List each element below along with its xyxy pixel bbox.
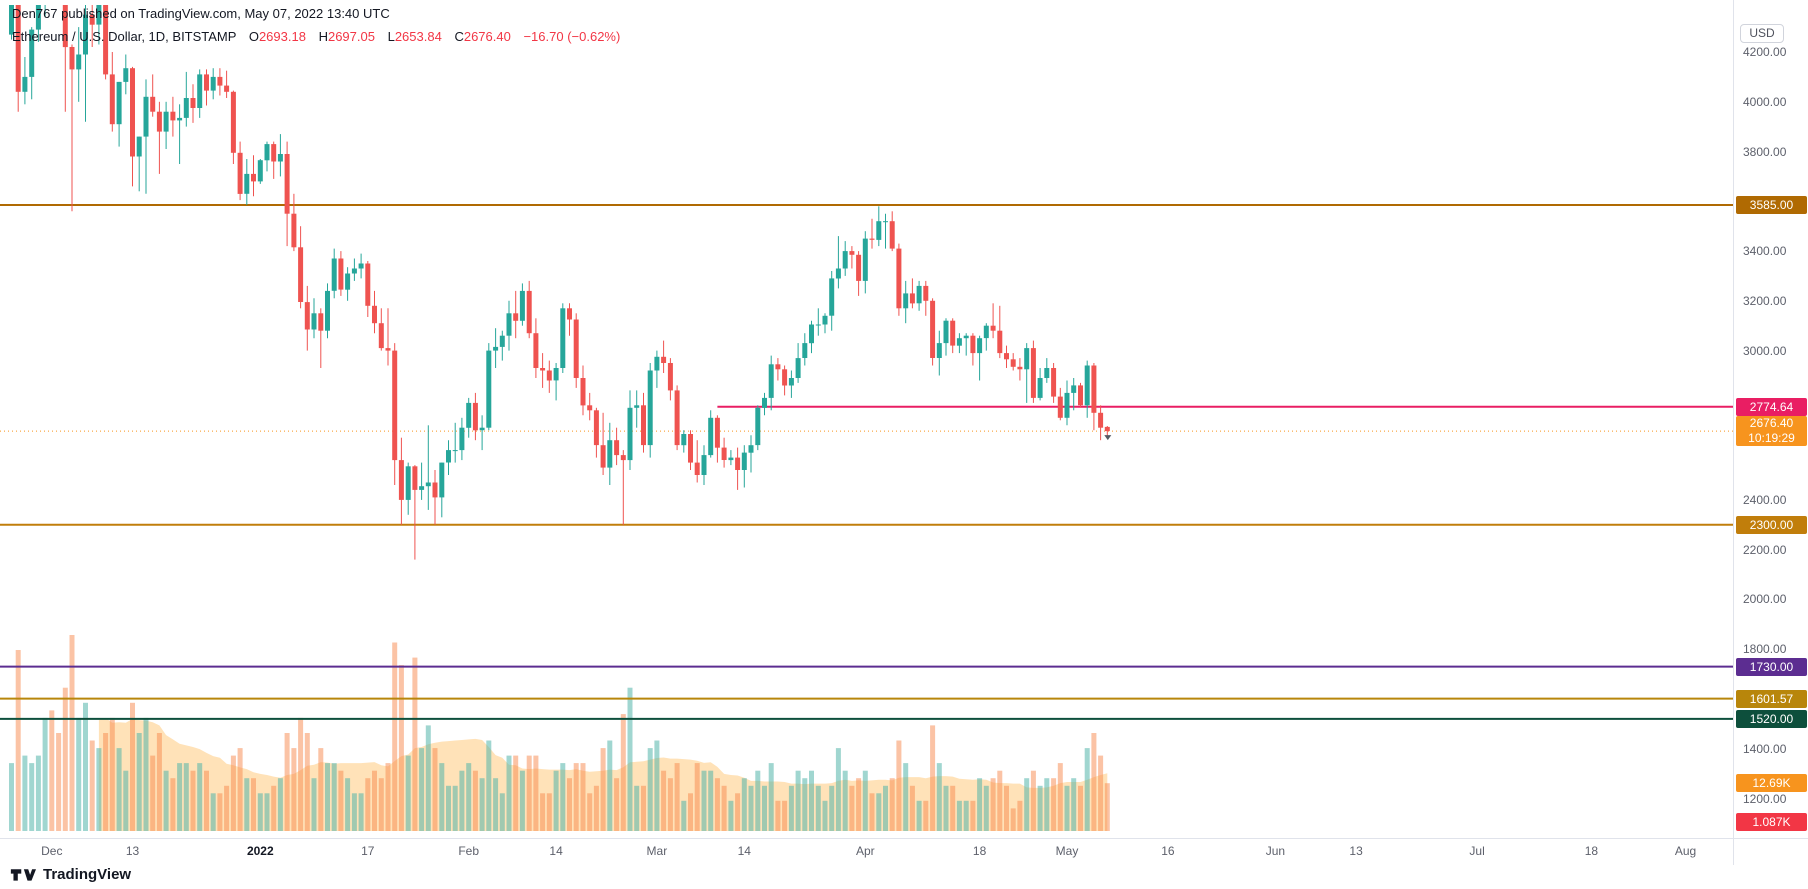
time-tick-label: Mar [646,844,668,858]
open-label: O [248,29,259,44]
price-tick-label: 4000.00 [1743,94,1787,109]
open-value: 2693.18 [258,29,306,44]
time-tick-label: 14 [737,844,751,858]
level-price-label: 1520.00 [1736,709,1807,728]
price-tick-label: 3800.00 [1743,144,1787,159]
price-axis[interactable]: USD 4200.00 4000.00 3800.00 3400.00 3200.00 3… [1733,0,1808,838]
level-price-label: 1730.00 [1736,657,1807,676]
time-tick-label: Jul [1469,844,1485,858]
low-value: 2653.84 [394,29,442,44]
current-price-value: 2676.40 [1749,416,1794,431]
price-tick-label: 2000.00 [1743,592,1787,607]
price-tick-label: 3200.00 [1743,293,1787,308]
secondary-volume-label: 1.087K [1736,813,1807,831]
last-volume-label: 12.69K [1736,774,1807,793]
level-price-label: 2774.64 [1736,397,1807,416]
high-label: H [318,29,328,44]
price-tick-label: 3400.00 [1743,244,1787,259]
symbol-title[interactable]: Ethereum / U.S. Dollar, 1D, BITSTAMP [12,29,237,44]
time-tick-label: May [1055,844,1079,858]
price-tick-label: 2400.00 [1743,492,1787,507]
time-tick-label: Apr [855,844,875,858]
time-tick-label: Jun [1265,844,1286,858]
level-price-label: 3585.00 [1736,196,1807,215]
price-tick-label: 1800.00 [1743,642,1787,657]
time-tick-label: 13 [1349,844,1363,858]
time-tick-label: 16 [1161,844,1175,858]
time-tick-label: 17 [361,844,375,858]
time-tick-label: 2022 [246,844,274,858]
close-label: C [454,29,464,44]
time-tick-label: Feb [458,844,480,858]
high-value: 2697.05 [327,29,375,44]
price-tick-label: 4200.00 [1743,45,1787,59]
level-price-label: 2300.00 [1736,515,1807,534]
price-tick-label: 1200.00 [1743,791,1787,806]
time-tick-label: Aug [1674,844,1697,858]
change-value: −16.70 (−0.62%) [523,29,621,44]
time-tick-label: Dec [41,844,63,858]
time-tick-label: 13 [125,844,140,858]
tradingview-wordmark: TradingView [43,865,132,883]
time-tick-label: 18 [1584,844,1599,858]
candlestick-chart[interactable] [0,0,1733,838]
time-axis[interactable]: Dec 13 2022 17 Feb 14 Mar 14 Apr 18 May 16 Jun 13 Jul 1… [0,838,1733,865]
tradingview-footer[interactable]: TradingView [10,861,131,887]
time-tick-label: 18 [972,844,987,858]
current-price-label: 2676.40 10:19:29 [1736,416,1807,447]
tradingview-logo-icon [10,868,36,881]
symbol-legend: Ethereum / U.S. Dollar, 1D, BITSTAMP O26… [12,29,620,44]
level-price-label: 1601.57 [1736,689,1807,708]
price-tick-label: 2200.00 [1743,542,1787,557]
published-credit: Den767 published on TradingView.com, May… [12,6,390,21]
price-tick-label: 1400.00 [1743,741,1787,756]
low-label: L [387,29,395,44]
bar-countdown: 10:19:29 [1748,431,1795,446]
price-tick-label: 3000.00 [1743,343,1787,358]
time-tick-label: 14 [549,844,563,858]
currency-unit-button[interactable]: USD [1740,24,1784,43]
close-value: 2676.40 [463,29,511,44]
axis-corner [1733,838,1808,865]
